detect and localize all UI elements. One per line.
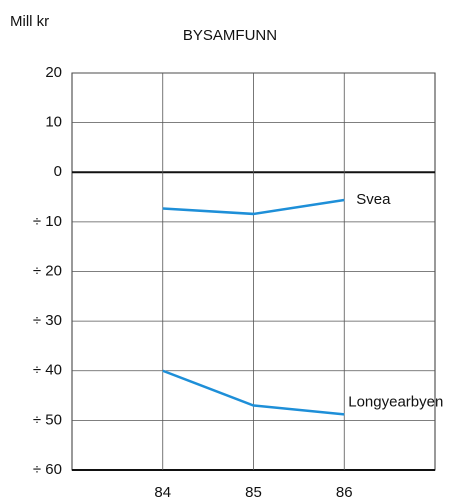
y-tick-label: ÷ 20 [33, 262, 62, 279]
series-line [162, 198, 345, 216]
y-tick-label: ÷ 60 [33, 461, 62, 478]
series-label: Svea [356, 191, 391, 208]
y-tick-label: ÷ 10 [33, 213, 62, 230]
y-tick-label: 20 [45, 64, 62, 81]
x-tick-label: 86 [336, 484, 353, 501]
chart-title: BYSAMFUNN [183, 27, 277, 44]
y-tick-label: ÷ 40 [33, 362, 62, 379]
y-axis-label: Mill kr [10, 13, 49, 30]
y-tick-label: ÷ 30 [33, 312, 62, 329]
y-tick-label: 0 [54, 163, 62, 180]
y-tick-label: 10 [45, 114, 62, 131]
series-label: Longyearbyen [348, 393, 443, 410]
x-tick-label: 85 [245, 484, 262, 501]
x-tick-label: 84 [154, 484, 171, 501]
y-tick-label: ÷ 50 [33, 411, 62, 428]
series-line [162, 369, 345, 416]
